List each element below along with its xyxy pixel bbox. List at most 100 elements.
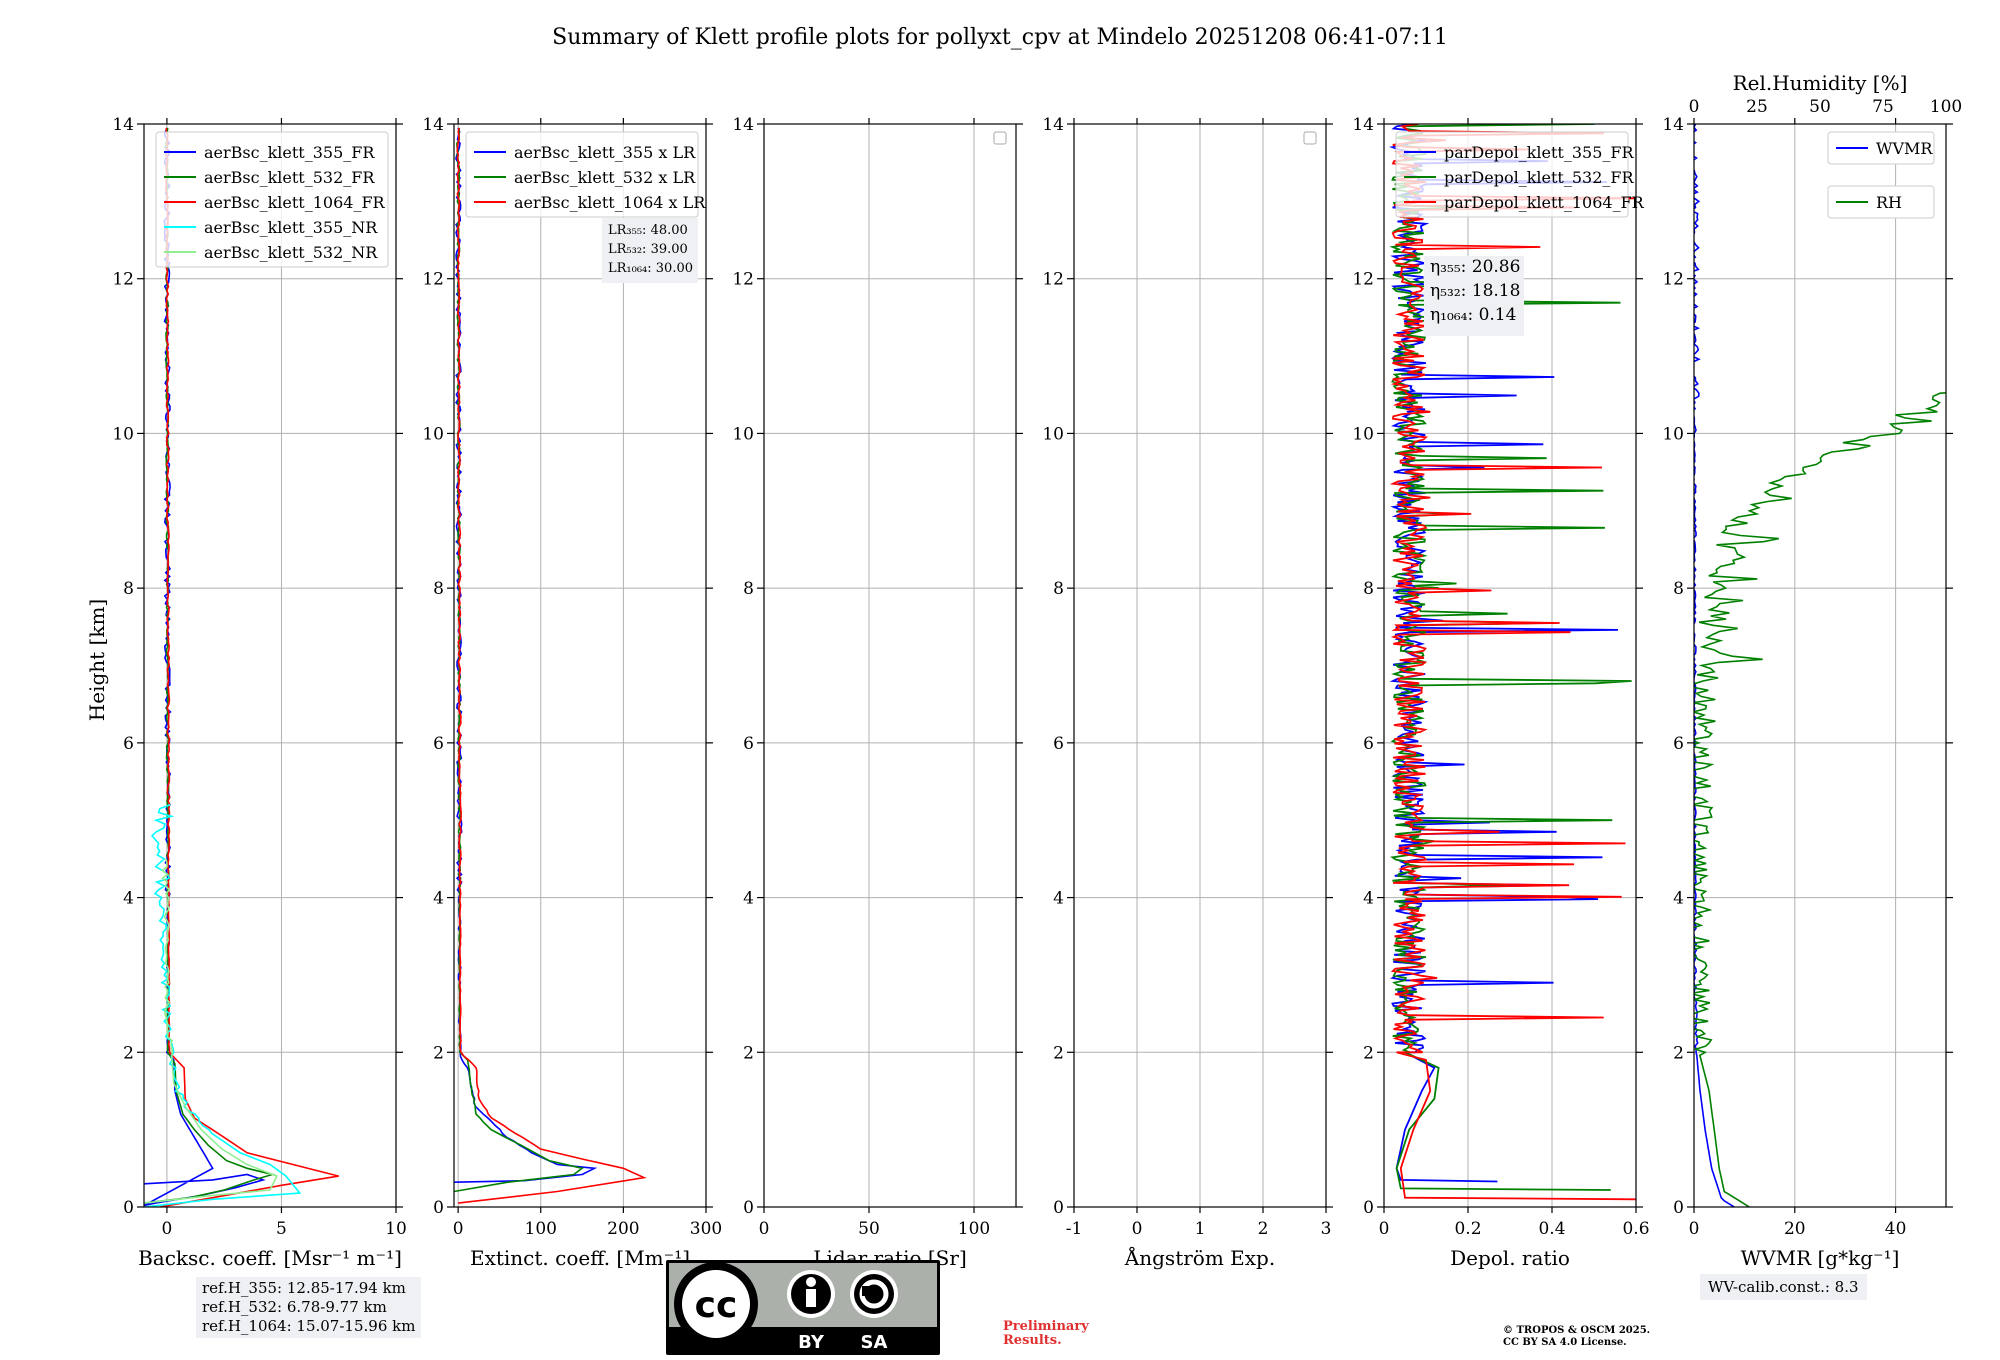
y-tick-label: 4 [433, 889, 444, 909]
wv-calibration-box: WV-calib.const.: 8.3 [1700, 1274, 1867, 1300]
series-group-bsc [144, 127, 339, 1207]
series-group-ext [454, 127, 647, 1204]
panel-dep: 0 2 4 6 8 10 12 14 0 0.2 0.4 0.6 Depol. ratio parDepo… [1352, 115, 1649, 1270]
figure-title: Summary of Klett profile plots for polly… [552, 25, 1448, 50]
y-tick-label: 10 [732, 424, 754, 444]
y-tick-label: 12 [422, 270, 444, 290]
top-x-tick-label: 25 [1746, 97, 1768, 117]
y-tick-label: 6 [123, 734, 134, 754]
series-line-aerBsc_klett_1064_FR [159, 127, 339, 1207]
legend-box [1827, 131, 1935, 165]
preliminary-line-1: Preliminary [1003, 1319, 1089, 1334]
y-tick-label: 6 [433, 734, 444, 754]
series-line-parDepol_klett_532_FR [1389, 124, 1632, 1191]
y-tick-label: 4 [743, 889, 754, 909]
annotation-text: LR₃₅₅: 48.00 [608, 223, 688, 238]
y-tick-label: 14 [1352, 115, 1374, 135]
annotation-text: η₅₃₂: 18.18 [1430, 281, 1520, 301]
x-tick-label: 100 [525, 1219, 557, 1239]
series-line-WVMR [1694, 124, 1735, 1207]
y-tick-label: 8 [1363, 579, 1374, 599]
x-tick-label: 0 [759, 1219, 770, 1239]
x-axis-label: Depol. ratio [1450, 1246, 1570, 1270]
svg-text:SA: SA [861, 1332, 888, 1353]
y-tick-label: 2 [433, 1043, 444, 1063]
license-note: © TROPOS & OSCM 2025. CC BY SA 4.0 Licen… [1503, 1325, 1650, 1349]
annotation-text: η₃₅₅: 20.86 [1430, 257, 1520, 277]
x-tick-label: 5 [276, 1219, 287, 1239]
series-line-aerBsc_klett_532 x LR [454, 127, 584, 1193]
series-line-aerBsc_klett_532_NR [144, 858, 279, 1204]
ref-height-355: ref.H_355: 12.85-17.94 km [202, 1279, 406, 1297]
y-tick-label: 6 [743, 734, 754, 754]
x-tick-label: 0 [1689, 1219, 1700, 1239]
license-line: CC BY SA 4.0 License. [1503, 1337, 1627, 1348]
y-tick-label: 12 [1352, 270, 1374, 290]
plot-frame [1383, 123, 1637, 1208]
legend-label: WVMR [1876, 139, 1933, 158]
plot-frame [763, 123, 1017, 1208]
legend-ext: aerBsc_klett_355 x LR aerBsc_klett_532 x … [465, 131, 706, 218]
ref-height-1064: ref.H_1064: 15.07-15.96 km [202, 1317, 416, 1335]
x-tick-label: 0 [161, 1219, 172, 1239]
empty-legend-box [993, 131, 1007, 145]
series-line-aerBsc_klett_532_FR [144, 127, 276, 1204]
annotation-box [1424, 256, 1524, 336]
y-tick-label: 0 [433, 1198, 444, 1218]
x-tick-label: 0 [1379, 1219, 1390, 1239]
y-tick-label: 14 [422, 115, 444, 135]
copyright-line: © TROPOS & OSCM 2025. [1503, 1325, 1651, 1336]
y-tick-label: 4 [1363, 889, 1374, 909]
series-group-dep [1389, 124, 1636, 1201]
y-tick-label: 4 [1053, 889, 1064, 909]
legend-label: aerBsc_klett_1064_FR [204, 193, 386, 212]
legend-label: parDepol_klett_355_FR [1444, 143, 1635, 162]
svg-text:cc: cc [695, 1285, 738, 1326]
plot-frame [1693, 123, 1947, 1208]
legend-label: aerBsc_klett_532 x LR [514, 168, 696, 187]
y-tick-label: 0 [1673, 1198, 1684, 1218]
y-tick-label: 14 [1042, 115, 1064, 135]
y-tick-label: 10 [1042, 424, 1064, 444]
legend-label: parDepol_klett_532_FR [1444, 168, 1635, 187]
x-tick-label: 0.2 [1454, 1219, 1481, 1239]
y-tick-label: 2 [1053, 1043, 1064, 1063]
legend-label: parDepol_klett_1064_FR [1444, 193, 1645, 212]
legend-label: aerBsc_klett_532_FR [204, 168, 375, 187]
series-line-aerBsc_klett_355_NR [144, 803, 302, 1207]
x-tick-label: 0.6 [1622, 1219, 1649, 1239]
x-tick-label: 40 [1885, 1219, 1907, 1239]
x-tick-label: 300 [690, 1219, 722, 1239]
x-tick-label: 20 [1784, 1219, 1806, 1239]
legend-box [1395, 131, 1629, 218]
top-x-tick-label: 50 [1809, 97, 1831, 117]
y-tick-label: 6 [1673, 734, 1684, 754]
x-tick-label: 50 [858, 1219, 880, 1239]
y-tick-label: 10 [1662, 424, 1684, 444]
y-tick-label: 2 [1363, 1043, 1374, 1063]
y-tick-label: 10 [112, 424, 134, 444]
preliminary-results-note: Preliminary Results. [1003, 1320, 1103, 1348]
annotation-text: LR₁₀₆₄: 30.00 [608, 261, 693, 276]
series-line-parDepol_klett_1064_FR [1389, 124, 1636, 1201]
x-tick-label: 3 [1321, 1219, 1332, 1239]
y-tick-label: 12 [112, 270, 134, 290]
y-tick-label: 0 [743, 1198, 754, 1218]
legend-label: aerBsc_klett_355 x LR [514, 143, 696, 162]
legend-label: RH [1876, 193, 1902, 212]
annotation-box [602, 218, 698, 283]
y-tick-label: 6 [1053, 734, 1064, 754]
y-tick-label: 0 [1053, 1198, 1064, 1218]
annotation-text: η₁₀₆₄: 0.14 [1430, 305, 1516, 325]
y-tick-label: 12 [1662, 270, 1684, 290]
legend-label: aerBsc_klett_1064 x LR [514, 193, 706, 212]
y-tick-label: 12 [732, 270, 754, 290]
legend-box [155, 131, 389, 268]
x-tick-label: 0.4 [1538, 1219, 1565, 1239]
plot-frame [453, 123, 707, 1208]
y-tick-label: 4 [1673, 889, 1684, 909]
series-line-aerBsc_klett_355 x LR [454, 127, 598, 1183]
